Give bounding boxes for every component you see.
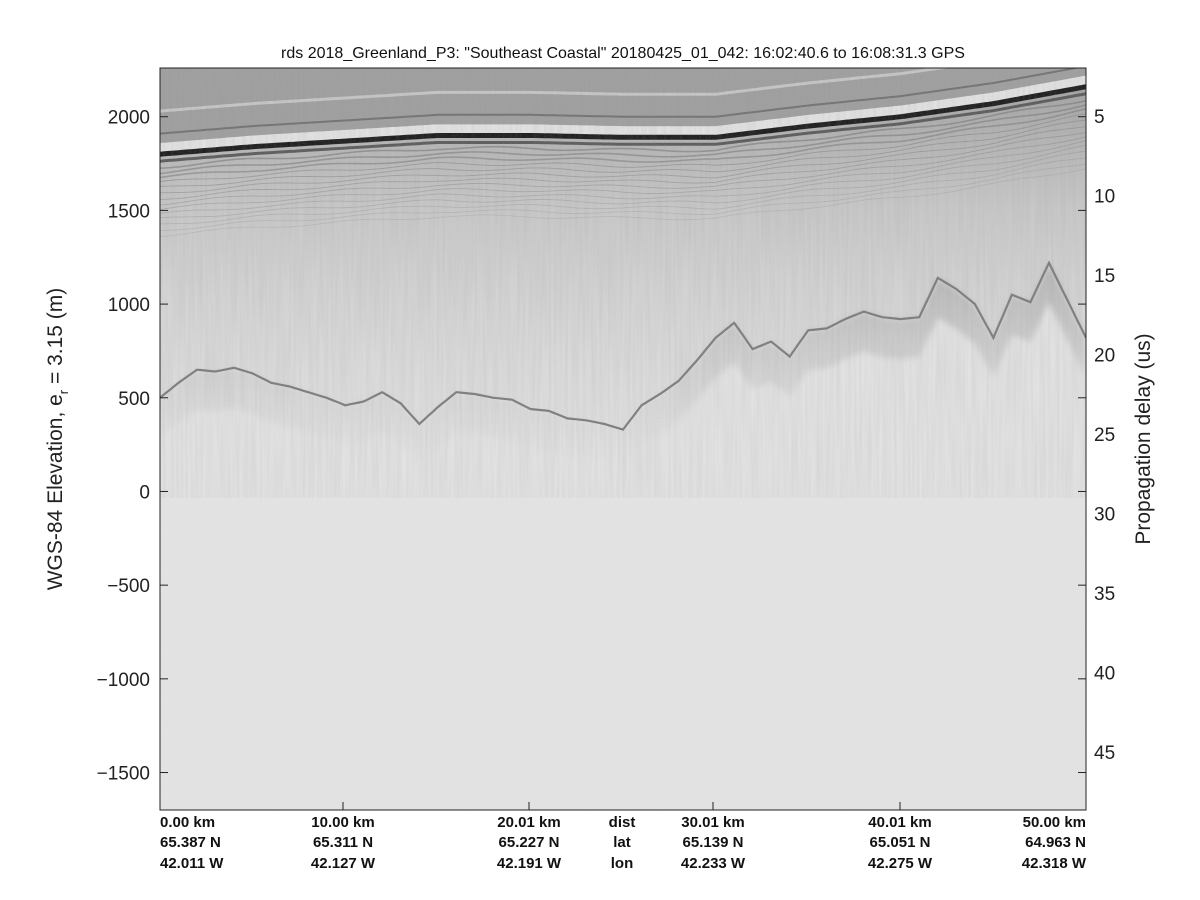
y-axis-title-main: WGS-84 Elevation, e bbox=[44, 394, 67, 590]
bottom-lon-label: 42.191 W bbox=[497, 855, 562, 872]
bottom-lon-label: 42.233 W bbox=[681, 855, 746, 872]
bottom-dist-label: 30.01 km bbox=[681, 814, 744, 831]
chart-title: rds 2018_Greenland_P3: "Southeast Coasta… bbox=[281, 45, 965, 62]
y2-tick-label: 35 bbox=[1094, 584, 1115, 605]
bottom-lat-label: 64.963 N bbox=[1025, 834, 1086, 851]
left-axis-ticks: 2000 1500 1000 500 0 −500 −1000 −1500 bbox=[97, 108, 1086, 785]
bottom-lon-label: 42.011 W bbox=[160, 855, 224, 872]
y-tick-label: −1000 bbox=[97, 670, 150, 691]
y-axis-title: WGS-84 Elevation, er = 3.15 (m) bbox=[44, 288, 71, 591]
y2-tick-label: 40 bbox=[1094, 664, 1115, 685]
bottom-dist-label: 40.01 km bbox=[868, 814, 931, 831]
bottom-info-labels: 0.00 km 10.00 km 20.01 km 30.01 km 40.01 km 5… bbox=[159, 802, 1087, 872]
bottom-dist-label: 50.00 km bbox=[1023, 814, 1086, 831]
y2-tick-label: 5 bbox=[1094, 107, 1105, 128]
bottom-lat-label: 65.051 N bbox=[870, 834, 931, 851]
echogram-noise bbox=[160, 68, 1086, 810]
bottom-row-name: lat bbox=[613, 834, 631, 851]
y2-tick-label: 30 bbox=[1094, 505, 1115, 526]
bottom-lat-label: 65.139 N bbox=[683, 834, 744, 851]
bottom-lon-label: 42.127 W bbox=[311, 855, 376, 872]
y-axis-title-tail: = 3.15 (m) bbox=[44, 288, 67, 390]
bottom-lat-label: 65.387 N bbox=[160, 834, 221, 851]
bottom-row-name: lon bbox=[611, 855, 634, 872]
y2-tick-label: 20 bbox=[1094, 346, 1115, 367]
y-tick-label: 1500 bbox=[108, 201, 150, 222]
y2-tick-label: 15 bbox=[1094, 266, 1115, 287]
plot-frame bbox=[159, 67, 1087, 811]
y-tick-label: 2000 bbox=[108, 108, 150, 129]
bottom-lat-label: 65.227 N bbox=[499, 834, 560, 851]
y-tick-label: −1500 bbox=[97, 764, 150, 785]
bottom-row-name: dist bbox=[609, 814, 636, 831]
y2-tick-label: 10 bbox=[1094, 187, 1115, 208]
bottom-lon-label: 42.318 W bbox=[1022, 855, 1087, 872]
y2-tick-label: 25 bbox=[1094, 425, 1115, 446]
y-axis-title-subscript: r bbox=[56, 389, 71, 394]
y-tick-label: −500 bbox=[107, 576, 150, 597]
bottom-dist-label: 20.01 km bbox=[497, 814, 560, 831]
bottom-dist-label: 0.00 km bbox=[160, 814, 215, 831]
bottom-lon-label: 42.275 W bbox=[868, 855, 933, 872]
y-tick-label: 0 bbox=[139, 482, 150, 503]
y-tick-label: 500 bbox=[118, 389, 150, 410]
bottom-lat-label: 65.311 N bbox=[313, 834, 373, 851]
y-tick-label: 1000 bbox=[108, 295, 150, 316]
bottom-dist-label: 10.00 km bbox=[311, 814, 374, 831]
y2-tick-label: 45 bbox=[1094, 743, 1115, 764]
y2-axis-title: Propagation delay (us) bbox=[1132, 333, 1155, 544]
right-axis-ticks: 5 10 15 20 25 30 35 40 45 bbox=[1094, 107, 1115, 764]
